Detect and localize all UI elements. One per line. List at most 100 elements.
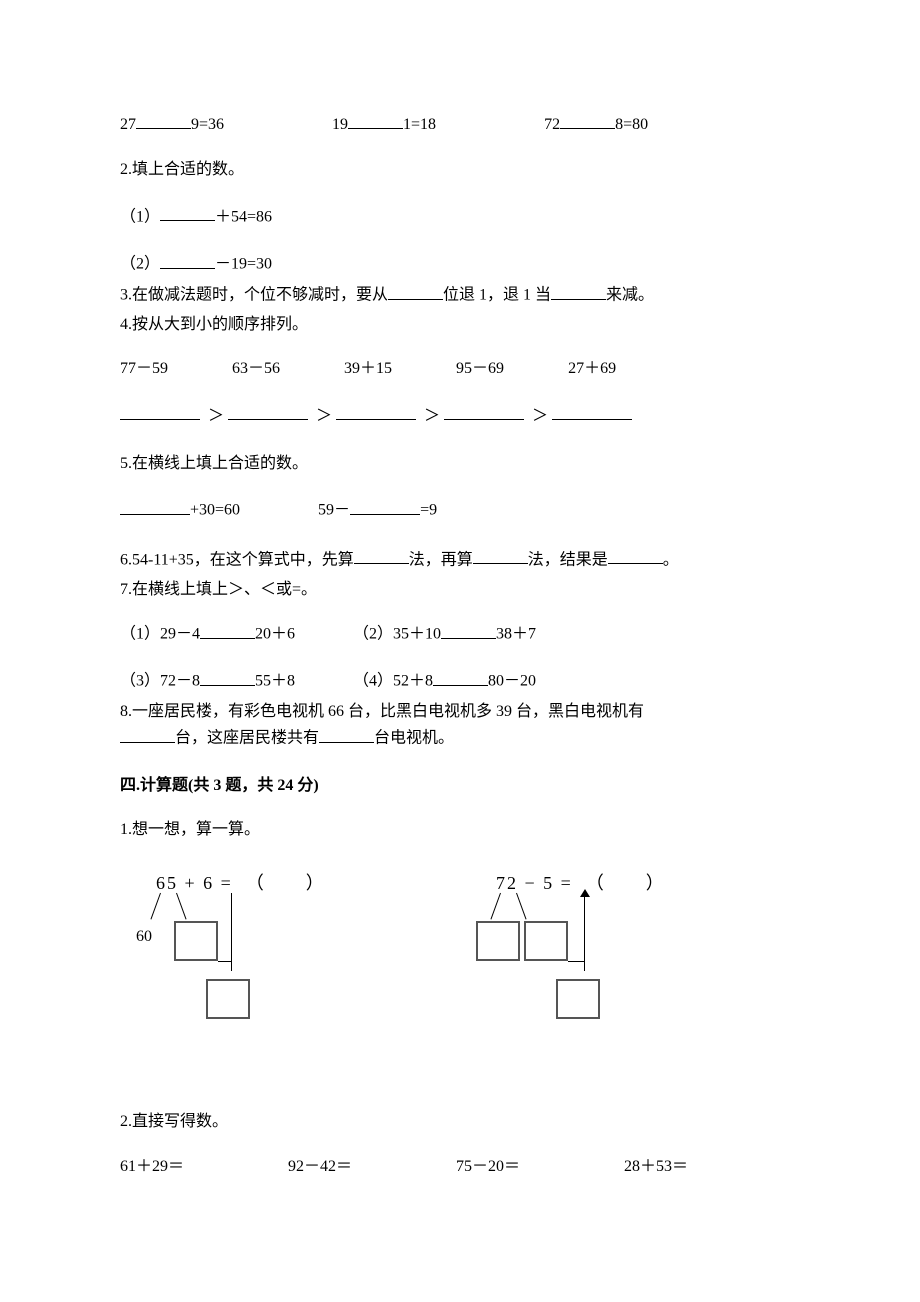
q5-title: 5.在横线上填上合适的数。 [120,451,800,477]
q8-mid: 台，这座居民楼共有 [175,730,319,747]
q4-items: 77－59 63－56 39＋15 95－69 27＋69 [120,356,800,382]
q4-gt-2: ＞ [316,407,332,424]
d2-arrowhead-icon [580,889,590,897]
q7-2-blank[interactable] [441,620,496,639]
q2-item-2: （2） －19=30 [120,250,800,277]
q8-post: 台电视机。 [374,730,454,747]
q6-post: 。 [663,551,679,568]
q7-1-blank[interactable] [200,620,255,639]
d1-vline [231,893,232,971]
d1-connector [218,961,231,962]
q4-item-3: 39＋15 [344,360,392,377]
q2-2-pre: （2） [120,256,160,273]
s4-p2-row: 61＋29＝ 92－42＝ 75－20＝ 28＋53＝ [120,1154,800,1180]
q1-2-a: 19 [332,116,348,133]
q1-3-blank[interactable] [560,110,615,129]
q6-blank-2[interactable] [473,546,528,565]
p2-item-1: 61＋29＝ [120,1158,184,1175]
q5-blank-2[interactable] [350,496,420,515]
d2-box-right[interactable] [524,921,568,961]
q5-left-post: +30=60 [190,502,240,519]
d1-paren: （ ） [239,873,326,893]
q1-3-a: 72 [544,116,560,133]
q7-4-post: 80－20 [488,673,536,690]
q7-2-pre: （2）35＋10 [353,626,441,643]
q7-3-blank[interactable] [200,667,255,686]
q7-row-2: （3）72－8 55＋8 （4）52＋8 80－20 [120,667,800,694]
d2-box-bottom[interactable] [556,979,600,1019]
q6-mid1: 法，再算 [409,551,473,568]
q1-cell-2: 19 1=18 [332,116,436,133]
q4-blank-1[interactable] [120,402,200,421]
d2-expr: 72 − 5 = [496,873,573,893]
d2-box-left[interactable] [476,921,520,961]
q7-4-pre: （4）52＋8 [353,673,433,690]
q6-blank-1[interactable] [354,546,409,565]
diagram-2: 72 − 5 = （ ） [476,869,736,1069]
q2-item-1: （1） ＋54=86 [120,203,800,230]
d1-box-1[interactable] [174,921,218,961]
q3-blank-2[interactable] [551,281,606,300]
q1-2-blank[interactable] [348,110,403,129]
q7-1-post: 20＋6 [255,626,295,643]
diagram-1: 65 + 6 = （ ） 60 [136,869,396,1069]
diagram-1-eq: 65 + 6 = （ ） [156,869,326,898]
q4-item-2: 63－56 [232,360,280,377]
q3-pre: 3.在做减法题时，个位不够减时，要从 [120,287,388,304]
q4-gt-4: ＞ [532,407,548,424]
q4-item-5: 27＋69 [568,360,616,377]
worksheet-page: 279=36 19 1=18 72 8=80 2.填上合适的数。 （1） ＋54=86… [0,0,920,1302]
q8-blank-1[interactable] [120,724,175,743]
q3-blank-1[interactable] [388,281,443,300]
q2-title: 2.填上合适的数。 [120,157,800,183]
q4-compare-row: ＞ ＞ ＞ ＞ [120,402,800,429]
q2-2-blank[interactable] [160,250,215,269]
d1-expr: 65 + 6 = [156,873,233,893]
q3-post: 来减。 [606,287,654,304]
q7-3-post: 55＋8 [255,673,295,690]
p2-item-3: 75－20＝ [456,1158,520,1175]
q1-cell-1: 279=36 [120,116,224,133]
q3-line: 3.在做减法题时，个位不够减时，要从 位退 1，退 1 当 来减。 [120,281,800,308]
q4-gt-3: ＞ [424,407,440,424]
q2-1-post: ＋54=86 [215,208,272,225]
q2-1-pre: （1） [120,208,160,225]
q4-item-4: 95－69 [456,360,504,377]
q3-mid: 位退 1，退 1 当 [443,287,551,304]
q6-line: 6.54-11+35，在这个算式中，先算 法，再算 法，结果是 。 [120,546,800,573]
q5-blank-1[interactable] [120,496,190,515]
q7-3-pre: （3）72－8 [120,673,200,690]
q1-2-b: 1=18 [403,116,436,133]
q1-row: 279=36 19 1=18 72 8=80 [120,110,800,137]
q4-item-1: 77－59 [120,360,168,377]
p2-item-4: 28＋53＝ [624,1158,688,1175]
s4-p1-title: 1.想一想，算一算。 [120,817,800,843]
q1-1-b: 9=36 [191,116,224,133]
q5-right-post: =9 [420,502,437,519]
d1-box-2[interactable] [206,979,250,1019]
q8-line1: 8.一座居民楼，有彩色电视机 66 台，比黑白电视机多 39 台，黑白电视机有 [120,703,644,720]
d2-paren: （ ） [579,873,666,893]
q4-blank-4[interactable] [444,402,524,421]
q1-3-b: 8=80 [615,116,648,133]
q2-2-post: －19=30 [215,256,272,273]
q7-row-1: （1）29－420＋6 （2）35＋1038＋7 [120,620,800,647]
q6-mid2: 法，结果是 [528,551,608,568]
q4-blank-2[interactable] [228,402,308,421]
q8-blank-2[interactable] [319,724,374,743]
q1-cell-3: 72 8=80 [544,116,648,133]
q1-1-blank[interactable] [136,110,191,129]
q5-right-pre: 59－ [318,502,350,519]
q7-2-post: 38＋7 [496,626,536,643]
q6-pre: 6.54-11+35，在这个算式中，先算 [120,551,354,568]
q6-blank-3[interactable] [608,546,663,565]
q4-blank-3[interactable] [336,402,416,421]
q2-1-blank[interactable] [160,203,215,222]
d2-connector [568,961,584,962]
q7-title: 7.在横线上填上＞、＜或=。 [120,577,800,603]
q7-4-blank[interactable] [433,667,488,686]
d1-label-60: 60 [136,924,152,950]
d2-vline [584,891,585,971]
p2-item-2: 92－42＝ [288,1158,352,1175]
q4-blank-5[interactable] [552,402,632,421]
